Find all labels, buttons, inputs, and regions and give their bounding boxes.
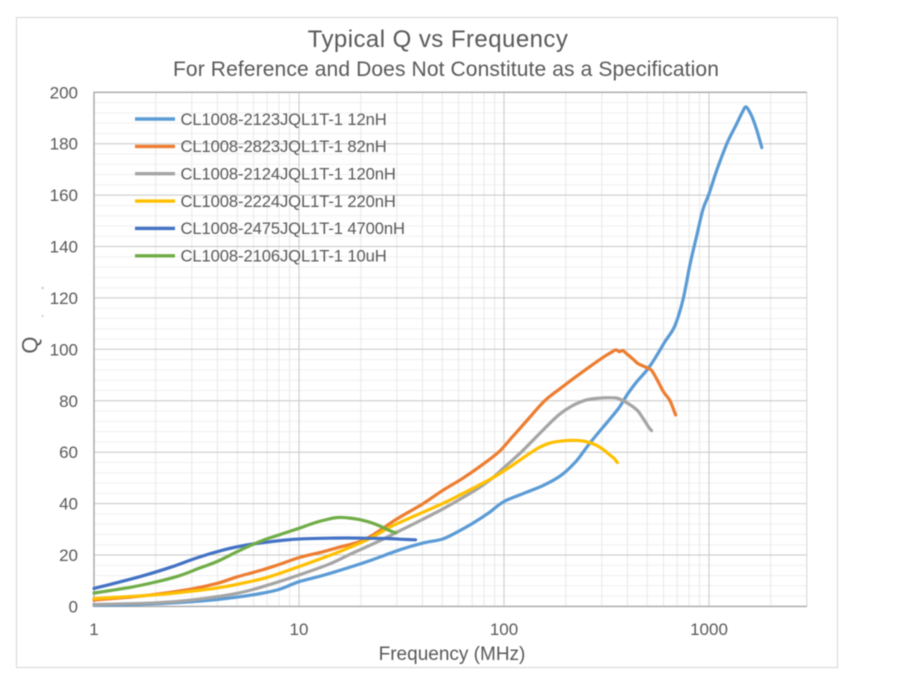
svg-text:Typical Q vs Frequency: Typical Q vs Frequency <box>308 26 569 53</box>
svg-text:CL1008-2123JQL1T-1 12nH: CL1008-2123JQL1T-1 12nH <box>181 110 387 129</box>
svg-text:1000: 1000 <box>690 620 728 639</box>
svg-text:140: 140 <box>50 238 78 257</box>
svg-text:160: 160 <box>50 186 78 205</box>
svg-text:CL1008-2475JQL1T-1 4700nH: CL1008-2475JQL1T-1 4700nH <box>181 219 405 238</box>
svg-text:CL1008-2823JQL1T-1 82nH: CL1008-2823JQL1T-1 82nH <box>181 137 387 156</box>
svg-text:Frequency (MHz): Frequency (MHz) <box>379 644 526 665</box>
svg-text:1: 1 <box>89 620 98 639</box>
svg-text:Q: Q <box>18 336 43 353</box>
svg-text:100: 100 <box>50 340 78 359</box>
svg-text:0: 0 <box>69 597 78 616</box>
svg-text:200: 200 <box>50 83 78 102</box>
svg-text:CL1008-2106JQL1T-1 10uH: CL1008-2106JQL1T-1 10uH <box>181 247 387 266</box>
svg-text:120: 120 <box>50 289 78 308</box>
svg-text:180: 180 <box>50 135 78 154</box>
svg-text:CL1008-2224JQL1T-1 220nH: CL1008-2224JQL1T-1 220nH <box>181 192 396 211</box>
svg-text:60: 60 <box>59 443 78 462</box>
svg-text:40: 40 <box>59 495 78 514</box>
svg-text:20: 20 <box>59 546 78 565</box>
svg-text:For Reference and Does Not Con: For Reference and Does Not Constitute as… <box>173 58 719 81</box>
svg-text:100: 100 <box>490 620 518 639</box>
svg-text:10: 10 <box>290 620 309 639</box>
svg-text:CL1008-2124JQL1T-1 120nH: CL1008-2124JQL1T-1 120nH <box>181 165 396 184</box>
svg-text:80: 80 <box>59 392 78 411</box>
